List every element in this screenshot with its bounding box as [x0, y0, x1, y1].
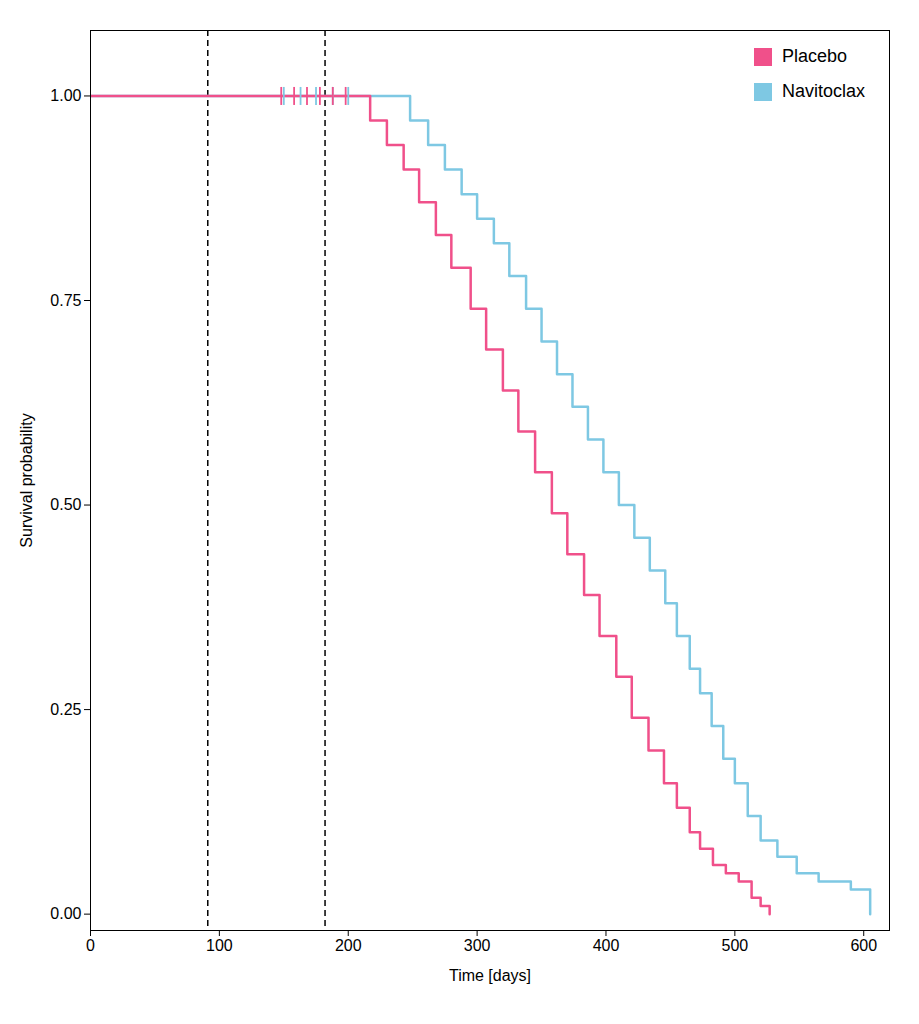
svg-text:400: 400	[593, 937, 620, 954]
svg-text:0.75: 0.75	[50, 292, 81, 309]
svg-text:0.00: 0.00	[50, 905, 81, 922]
svg-text:500: 500	[722, 937, 749, 954]
html-text:Navitoclax: Navitoclax	[782, 81, 865, 101]
svg-text:100: 100	[206, 937, 233, 954]
svg-text:0.50: 0.50	[50, 496, 81, 513]
svg-text:0.25: 0.25	[50, 701, 81, 718]
svg-text:200: 200	[335, 937, 362, 954]
html-text:Placebo: Placebo	[782, 46, 847, 66]
svg-text:300: 300	[464, 937, 491, 954]
svg-text:600: 600	[850, 937, 877, 954]
svg-text:Time [days]: Time [days]	[449, 967, 531, 984]
svg-text:1.00: 1.00	[50, 87, 81, 104]
svg-text:0: 0	[86, 937, 95, 954]
svg-text:Survival probability: Survival probability	[18, 413, 35, 547]
